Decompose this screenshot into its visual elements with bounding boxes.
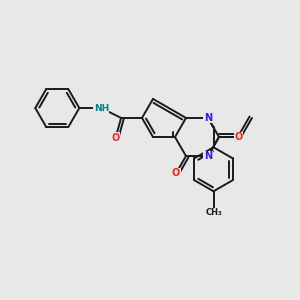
Text: O: O [112, 133, 120, 143]
Text: O: O [172, 168, 180, 178]
Text: CH₃: CH₃ [205, 208, 222, 217]
Text: NH: NH [94, 103, 109, 112]
Text: N: N [204, 151, 212, 161]
Text: O: O [235, 132, 243, 142]
Text: N: N [204, 113, 212, 123]
